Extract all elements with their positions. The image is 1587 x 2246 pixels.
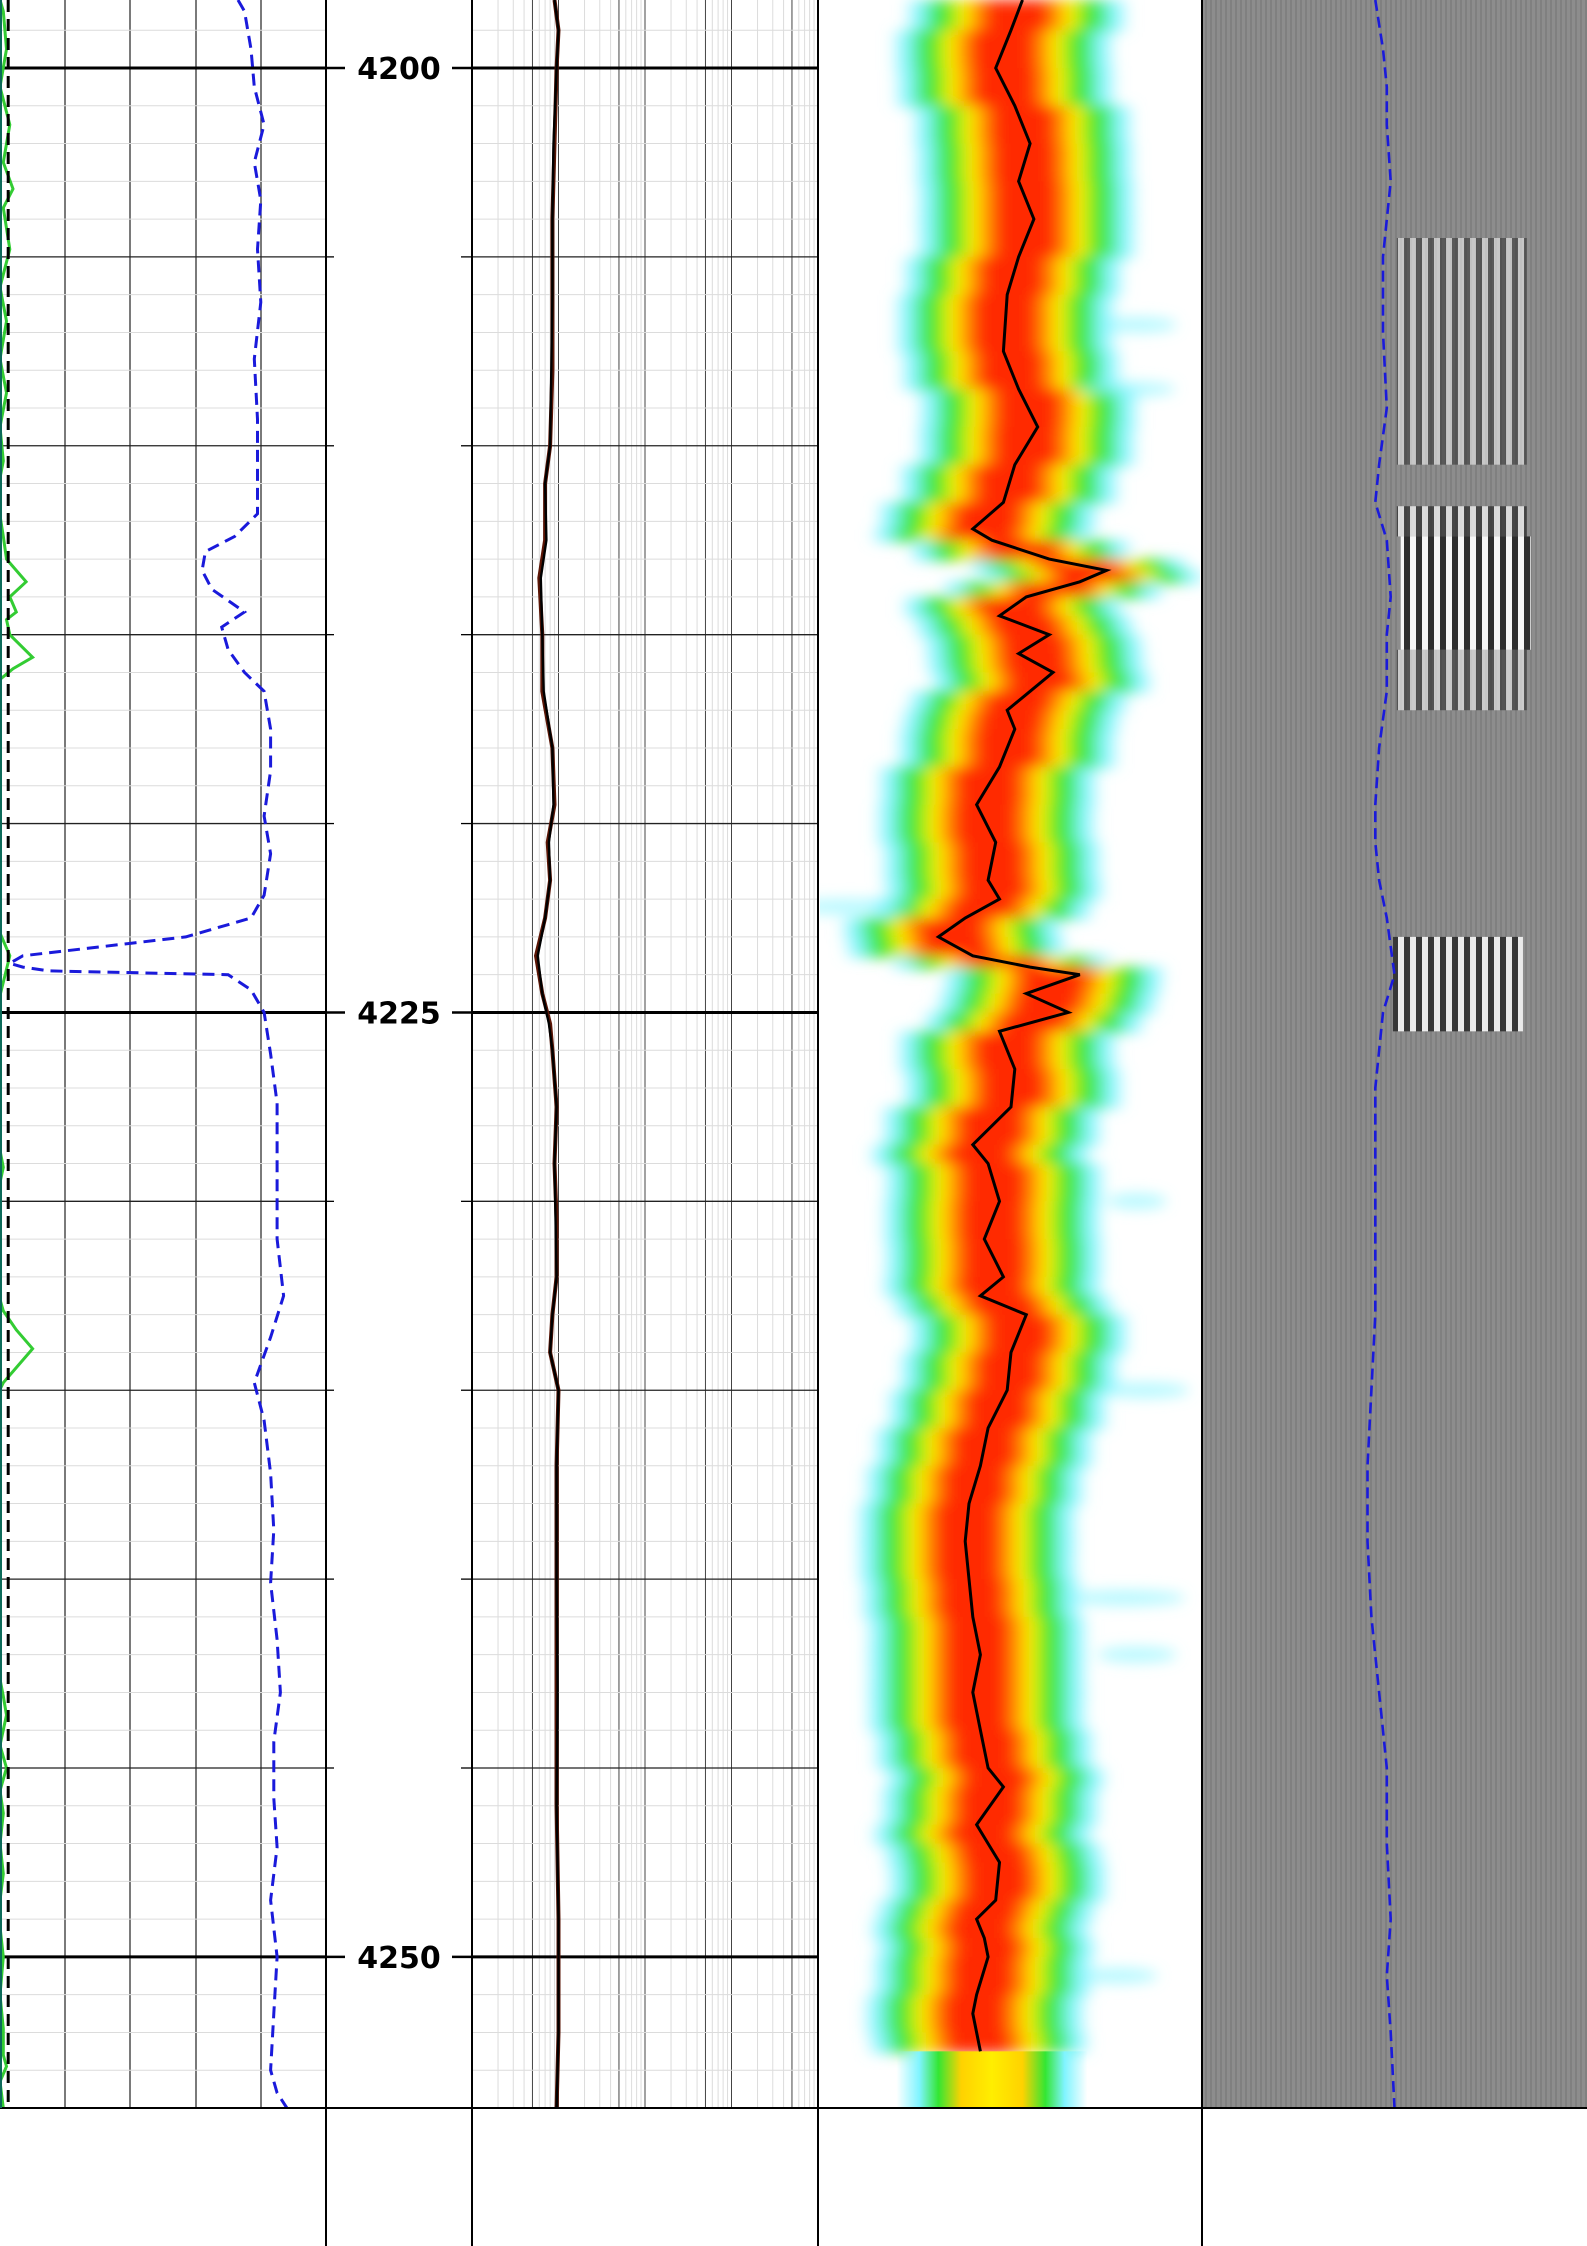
depth-track: 4200 4225 4250 xyxy=(326,52,472,1976)
track-3-tail xyxy=(896,2051,1088,2108)
track-3-image xyxy=(820,0,1202,2108)
track-4-contrast-zone xyxy=(1396,238,1527,465)
track-3-fleck xyxy=(1078,1967,1158,1984)
log-curves xyxy=(0,0,1396,2109)
track-3-fleck xyxy=(1075,381,1176,398)
track-3-fleck xyxy=(1065,1590,1186,1606)
track-4-image xyxy=(1202,0,1587,2108)
footer-panel xyxy=(0,2109,1587,2246)
track-4-contrast-zone xyxy=(1396,506,1527,537)
track-1-grid xyxy=(0,0,326,2109)
track-3-fleck xyxy=(820,898,911,915)
track-1-curve-3 xyxy=(6,0,289,2109)
track-4-texture xyxy=(1202,0,1587,2108)
track-4-contrast-zone xyxy=(1392,936,1523,1032)
track-2-curve-2 xyxy=(536,0,560,2109)
track-3-fleck xyxy=(1097,1646,1178,1663)
track-4-curve-1 xyxy=(1366,0,1396,2109)
depth-label: 4225 xyxy=(357,996,441,1031)
track-4-contrast-zone xyxy=(1400,536,1531,650)
track-3-curve-1 xyxy=(935,0,1112,2052)
track-3-fleck xyxy=(1107,1193,1168,1210)
track-2-grid xyxy=(471,0,818,2109)
track-3-fleck xyxy=(1099,1382,1190,1399)
depth-label: 4250 xyxy=(357,1941,441,1976)
depth-label: 4200 xyxy=(357,52,441,87)
track-3-fleck xyxy=(1097,316,1178,333)
track-4-contrast-zone xyxy=(1396,649,1527,711)
track-1-curve-1 xyxy=(0,0,36,2109)
